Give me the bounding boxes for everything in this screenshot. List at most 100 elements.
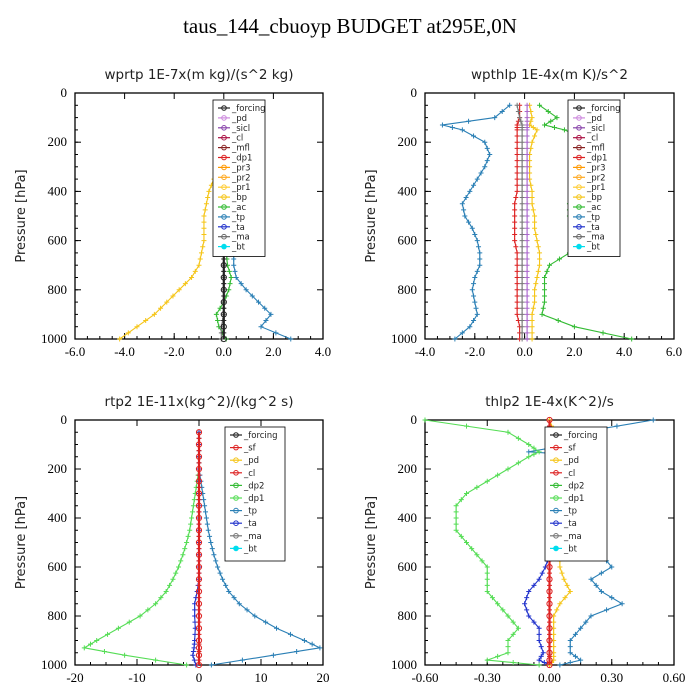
series-marker [534, 127, 540, 133]
legend-frame [212, 99, 266, 257]
x-tick-label: -2.0 [164, 344, 185, 359]
series-marker [226, 268, 232, 274]
series-marker [519, 311, 525, 317]
series-marker [153, 601, 159, 607]
series-marker [531, 619, 537, 625]
series-marker [471, 281, 477, 287]
legend-marker [221, 184, 227, 190]
legend-label: _ta [231, 223, 245, 233]
legend-marker [576, 144, 582, 151]
series-marker [231, 595, 237, 601]
series-marker [519, 330, 525, 336]
series-marker [195, 612, 203, 620]
x-tick-label: 0 [196, 670, 203, 685]
series-marker [244, 607, 250, 613]
series-marker [529, 201, 535, 207]
series-marker [536, 449, 542, 455]
series-marker [609, 564, 615, 570]
legend-marker [233, 457, 239, 464]
series-marker [519, 293, 525, 299]
series-marker [524, 256, 530, 262]
series-marker [191, 497, 197, 503]
series-marker [505, 466, 511, 472]
series-marker [195, 478, 203, 485]
series-marker [220, 576, 226, 582]
series-marker [522, 601, 528, 607]
series-marker [529, 318, 535, 324]
series-marker [546, 588, 553, 595]
legend-label: _bt [231, 243, 246, 253]
series-marker [519, 324, 525, 330]
legend: _forcing _sf _pd _cl _dp2 _dp1 _tp _ta _ma _bt [224, 426, 286, 562]
series-marker [512, 219, 518, 225]
series-marker [524, 176, 530, 182]
legend-label: _forcing [586, 104, 621, 114]
series-marker [477, 256, 483, 262]
series-marker [546, 612, 553, 620]
legend-label: _dp1 [586, 154, 607, 164]
x-tick-label: -0.60 [411, 670, 438, 685]
series-marker [195, 502, 203, 509]
series-marker [519, 164, 525, 170]
series-marker [524, 293, 530, 299]
series-marker [471, 318, 477, 324]
panel-3: rtp2 1E-11x(kg^2)/(kg^2 s) Pressure [hPa]… [14, 394, 330, 685]
series-marker [609, 595, 615, 601]
series-marker [191, 645, 197, 651]
y-axis-label: Pressure [hPa] [364, 496, 379, 589]
series-marker [459, 201, 465, 207]
series-marker [220, 335, 227, 343]
y-tick-label: 1000 [41, 331, 67, 346]
series-marker [524, 324, 530, 330]
series-marker [479, 558, 485, 564]
panel-title: wprtp 1E-7x(m kg)/(s^2 kg) [105, 67, 294, 83]
series-marker [449, 124, 455, 130]
series-line-dp1 [82, 432, 200, 666]
x-tick-label: 2.0 [265, 344, 281, 359]
series-marker [572, 653, 578, 659]
series-marker [484, 589, 490, 594]
series-marker [557, 662, 563, 668]
legend-marker [576, 224, 582, 230]
series-marker [524, 336, 530, 342]
panel-title: wpthlp 1E-4x(m K)/s^2 [471, 67, 628, 83]
series-marker [557, 601, 563, 607]
series-marker [196, 460, 202, 466]
series-marker [567, 650, 573, 656]
series-marker [196, 435, 202, 441]
series-marker [512, 238, 518, 244]
series-marker [517, 115, 523, 121]
series-marker [215, 318, 221, 324]
x-tick-label: 6.0 [666, 344, 682, 359]
series-marker [515, 460, 521, 466]
series-marker [524, 164, 530, 170]
series-marker [567, 644, 573, 650]
legend-marker [553, 520, 559, 527]
series-marker [547, 644, 552, 650]
series-marker [537, 256, 543, 262]
series-marker [472, 231, 478, 237]
series-marker [546, 563, 553, 571]
series-marker [288, 336, 294, 342]
series-marker [192, 625, 198, 631]
legend-label: _pr1 [586, 183, 606, 193]
series-marker [196, 641, 202, 647]
series-marker [197, 256, 203, 262]
series-marker [208, 540, 214, 545]
series-marker [189, 275, 195, 280]
series-marker [189, 515, 195, 521]
series-marker [226, 589, 232, 594]
legend-marker [576, 154, 582, 161]
series-marker [542, 293, 548, 299]
series-marker [143, 318, 149, 324]
series-marker [524, 231, 530, 237]
series-marker [526, 613, 532, 619]
series-marker [598, 570, 604, 576]
series-marker [531, 445, 537, 451]
series-marker [163, 589, 169, 594]
series-marker [270, 652, 276, 658]
series-marker [545, 108, 551, 114]
series-marker [317, 645, 323, 651]
series-marker [532, 225, 538, 231]
legend-label: _ac [231, 203, 246, 213]
